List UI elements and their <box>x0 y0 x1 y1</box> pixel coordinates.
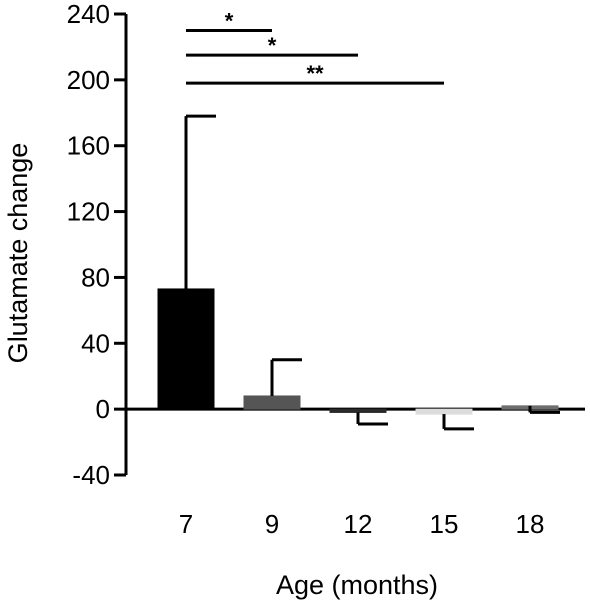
significance-label: * <box>268 33 277 58</box>
x-tick-label: 15 <box>430 509 459 539</box>
bar <box>415 408 473 415</box>
bars <box>157 288 559 415</box>
x-axis-title: Age (months) <box>276 570 438 600</box>
y-tick-label: 80 <box>81 262 110 292</box>
significance-label: ** <box>306 61 324 86</box>
x-axis: 7 9 12 15 18 <box>126 407 585 539</box>
y-tick-label: 0 <box>96 394 110 424</box>
y-tick-label: 120 <box>67 197 110 227</box>
bar <box>157 288 215 410</box>
x-tick-label: 18 <box>516 509 545 539</box>
y-tick-label: 200 <box>67 65 110 95</box>
y-axis-title: Glutamate change <box>3 143 33 364</box>
significance-label: * <box>225 8 234 33</box>
x-tick-label: 9 <box>265 509 279 539</box>
bar <box>329 408 387 413</box>
bar <box>243 395 301 410</box>
x-tick-label: 12 <box>344 509 373 539</box>
y-axis: -40 0 40 80 120 160 200 240 <box>67 0 128 490</box>
significance-brackets: **** <box>186 8 444 86</box>
x-tick-label: 7 <box>179 509 193 539</box>
y-tick-label: -40 <box>72 460 110 490</box>
error-bars <box>184 114 560 431</box>
y-tick-label: 160 <box>67 131 110 161</box>
y-tick-label: 240 <box>67 0 110 29</box>
y-tick-label: 40 <box>81 328 110 358</box>
